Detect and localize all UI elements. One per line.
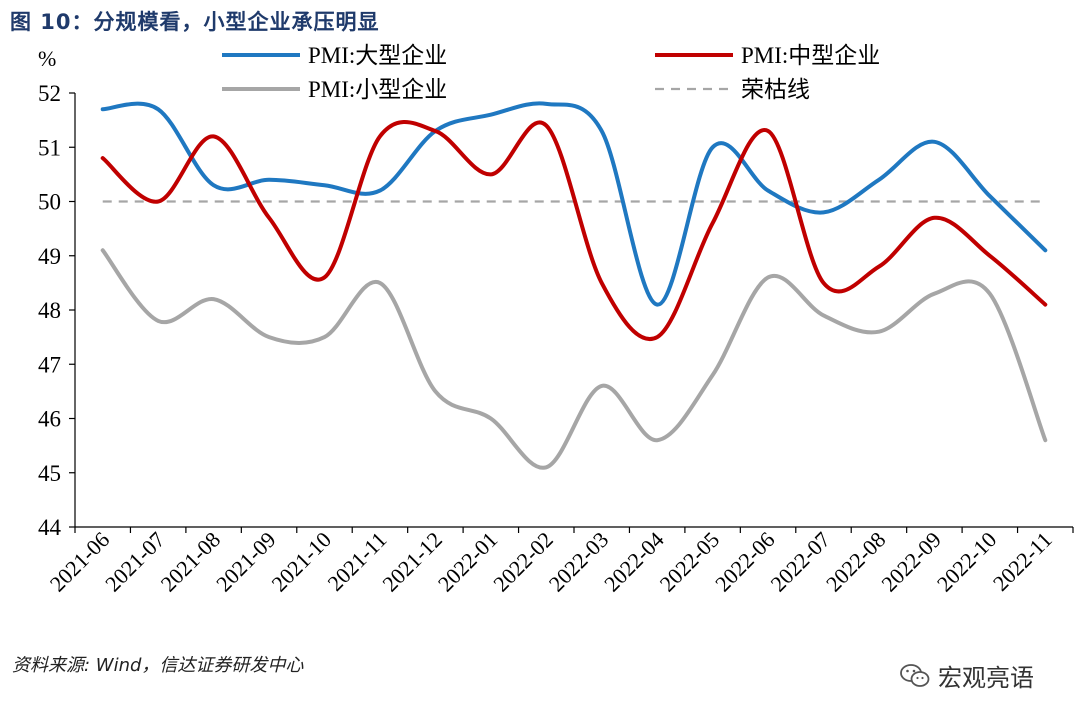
series-group [100,101,1048,470]
x-tick-label: 2021-11 [323,527,392,596]
x-tick-label: 2022-09 [876,527,946,597]
x-tick-label: 2022-11 [988,527,1057,596]
x-tick-label: 2021-10 [267,527,337,597]
x-tick-label: 2021-08 [156,527,226,597]
wechat-icon [900,663,930,687]
series-line-0 [100,101,1048,307]
legend-label-3: 荣枯线 [741,77,810,102]
series-line-1 [100,120,1048,341]
x-tick-label: 2022-10 [932,527,1002,597]
x-tick-label: 2022-03 [544,527,614,597]
y-tick-label: 44 [38,515,62,540]
y-tick-label: 48 [38,298,61,323]
watermark: 宏观亮语 [900,658,1034,693]
y-tick-label: 51 [38,135,61,160]
series-line-2 [100,248,1048,470]
x-tick-label: 2022-07 [766,527,836,597]
source-note: 资料来源: Wind，信达证券研发中心 [12,655,304,676]
y-tick-label: 47 [38,352,61,377]
x-tick-label: 2022-06 [710,527,780,597]
legend: PMI:大型企业 PMI:中型企业 PMI:小型企业 荣枯线 [222,43,880,102]
legend-label-0: PMI:大型企业 [308,43,447,68]
line-chart: % PMI:大型企业 PMI:中型企业 PMI:小型企业 荣枯线 44 45 46 47 48… [38,43,1074,597]
x-tick-label: 2021-12 [377,527,447,597]
y-tick-label: 45 [38,461,61,486]
y-axis-unit-label: % [38,46,56,71]
y-tick-label: 50 [38,190,61,215]
x-tick-label: 2022-02 [488,527,558,597]
x-tick-label: 2022-08 [821,527,891,597]
x-tick-label: 2021-09 [211,527,281,597]
y-tick-label: 46 [38,407,61,432]
legend-label-2: PMI:小型企业 [308,77,447,102]
x-tick-label: 2022-04 [599,527,669,597]
watermark-text: 宏观亮语 [938,664,1034,692]
x-tick-label: 2022-05 [655,527,725,597]
y-tick-label: 49 [38,244,61,269]
figure-title: 图 10：分规模看，小型企业承压明显 [10,10,380,34]
y-tick-label: 52 [38,81,61,106]
legend-label-1: PMI:中型企业 [741,43,880,68]
x-tick-label: 2022-01 [433,527,503,597]
x-tick-label: 2021-07 [100,527,170,597]
